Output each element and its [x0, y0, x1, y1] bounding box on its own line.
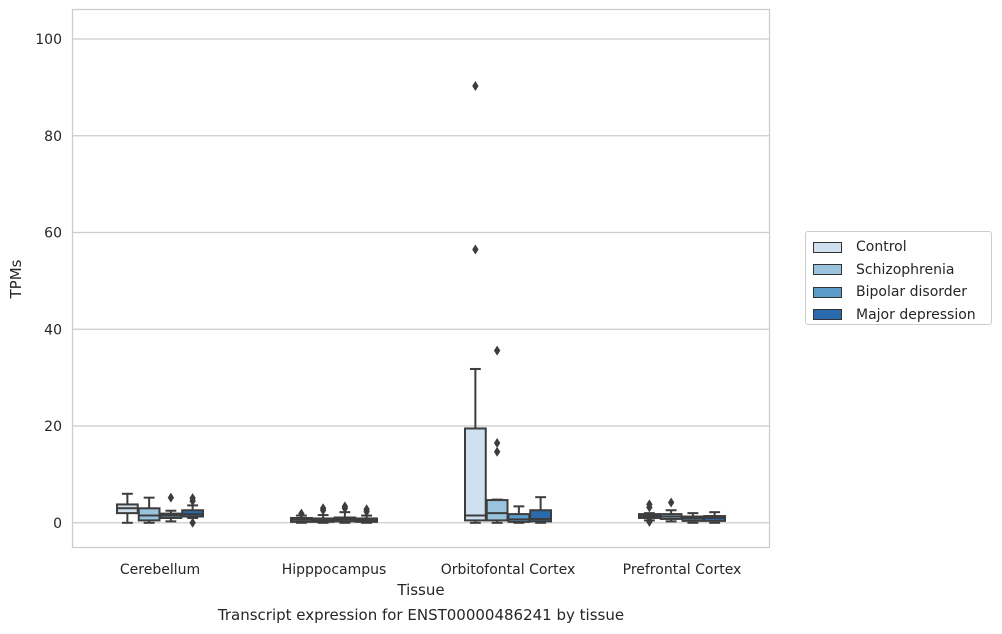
grid-lines: [73, 38, 769, 524]
x-tick-label: Cerebellum: [120, 562, 200, 578]
y-tick-label: 100: [35, 32, 62, 48]
box-iqr: [485, 499, 509, 522]
box-iqr: [137, 507, 161, 522]
box-control: [116, 492, 139, 524]
box-bipolar-disorder: [333, 501, 357, 524]
box-major-depression: [703, 511, 726, 524]
box-schizophrenia: [311, 503, 335, 524]
x-tick-label: Orbitofontal Cortex: [441, 562, 576, 578]
box-major-depression: [181, 493, 204, 528]
y-tick-label: 80: [44, 129, 62, 145]
outlier-point: [493, 345, 501, 356]
chart-title: Transcript expression for ENST0000048624…: [217, 606, 625, 624]
box-major-depression: [355, 504, 378, 524]
outlier-point: [189, 517, 196, 528]
y-tick-label: 20: [44, 419, 62, 435]
outlier-point: [472, 244, 479, 255]
outlier-point: [167, 492, 175, 503]
outlier-point: [341, 501, 349, 512]
outlier-point: [189, 493, 196, 504]
legend-swatch: [813, 241, 842, 253]
legend-label: Control: [856, 239, 907, 256]
box-control: [290, 508, 313, 524]
outlier-point: [363, 504, 370, 515]
box-schizophrenia: [485, 345, 509, 524]
box-iqr: [529, 509, 552, 523]
box-control: [638, 499, 661, 527]
box-schizophrenia: [137, 496, 161, 524]
box-iqr: [507, 513, 531, 523]
outlier-point: [493, 437, 501, 448]
legend-label: Schizophrenia: [856, 261, 955, 278]
outlier-point: [667, 497, 675, 508]
box-bipolar-disorder: [507, 505, 531, 524]
y-tick-labels: 0 20 40 60 80 100: [35, 32, 62, 532]
box-plot-chart: 0 20 40 60 80 100 Cerebellum Hipppocampus Orbit…: [7, 8, 771, 599]
y-tick-label: 0: [53, 516, 62, 532]
x-axis-label: Tissue: [396, 581, 444, 599]
plot-frame: [71, 8, 771, 549]
box-bipolar-disorder: [681, 512, 705, 524]
legend-item: Schizophrenia: [813, 259, 991, 282]
legend-label: Major depression: [856, 306, 976, 323]
outlier-point: [646, 515, 653, 526]
legend-item: Control: [813, 236, 991, 259]
legend: Control Schizophrenia Bipolar disorder Majo…: [805, 231, 992, 325]
box-plots: [116, 80, 726, 528]
y-axis-label: TPMs: [7, 259, 25, 299]
outlier-point: [646, 499, 653, 510]
outlier-point: [319, 503, 327, 514]
y-tick-label: 40: [44, 322, 62, 338]
legend-swatch: [813, 286, 842, 298]
x-tick-label: Prefrontal Cortex: [623, 562, 742, 578]
outlier-point: [472, 80, 479, 91]
box-bipolar-disorder: [159, 492, 183, 523]
x-tick-label: Hipppocampus: [282, 562, 387, 578]
legend-swatch: [813, 264, 842, 276]
outlier-point: [298, 508, 305, 519]
x-tick-labels: Cerebellum Hipppocampus Orbitofontal Corte…: [120, 562, 741, 578]
y-tick-label: 60: [44, 226, 62, 242]
box-major-depression: [529, 496, 552, 524]
legend-item: Bipolar disorder: [813, 281, 991, 304]
legend-item: Major depression: [813, 304, 991, 327]
box-control: [464, 80, 487, 524]
box-iqr: [464, 427, 487, 522]
box-schizophrenia: [659, 497, 683, 523]
legend-label: Bipolar disorder: [856, 284, 968, 301]
legend-swatch: [813, 309, 842, 321]
outlier-point: [493, 446, 501, 457]
